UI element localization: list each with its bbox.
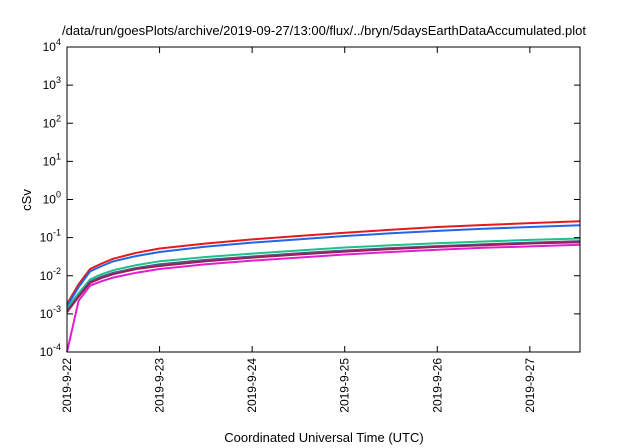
plot-frame xyxy=(66,46,581,353)
series-line-1 xyxy=(66,220,581,305)
y-tick-base: 10 xyxy=(43,193,57,207)
y-tick-exponent: 4 xyxy=(56,37,61,47)
x-tick-label: 2019-9-26 xyxy=(430,358,444,413)
y-tick-exponent: 3 xyxy=(56,75,61,85)
y-tick-base: 10 xyxy=(43,154,57,168)
series-layer xyxy=(66,220,581,353)
y-tick-label: 100 xyxy=(43,190,61,207)
y-tick-label: 10-3 xyxy=(40,304,61,321)
y-axis-label: cSv xyxy=(19,189,34,211)
y-tick-base: 10 xyxy=(43,116,57,130)
series-line-2 xyxy=(66,224,581,307)
y-tick-exponent: -4 xyxy=(53,342,61,352)
y-tick-label: 102 xyxy=(43,113,61,130)
ticks-layer: 10-410-310-210-11001011021031042019-9-22… xyxy=(40,37,580,413)
y-tick-label: 10-2 xyxy=(40,266,61,283)
y-tick-label: 103 xyxy=(43,75,61,92)
y-tick-label: 10-1 xyxy=(40,228,61,245)
x-tick-label: 2019-9-22 xyxy=(60,358,74,413)
y-tick-base: 10 xyxy=(40,307,54,321)
y-tick-exponent: 1 xyxy=(56,151,61,161)
y-tick-label: 101 xyxy=(43,151,61,168)
x-tick-label: 2019-9-23 xyxy=(153,358,167,413)
y-tick-base: 10 xyxy=(43,40,57,54)
y-tick-exponent: 2 xyxy=(56,113,61,123)
y-tick-exponent: -3 xyxy=(53,304,61,314)
y-tick-exponent: -1 xyxy=(53,228,61,238)
series-line-5 xyxy=(66,241,581,313)
y-tick-base: 10 xyxy=(40,269,54,283)
y-tick-label: 10-4 xyxy=(40,342,61,359)
x-tick-label: 2019-9-27 xyxy=(523,358,537,413)
y-tick-exponent: -2 xyxy=(53,266,61,276)
y-tick-base: 10 xyxy=(40,345,54,359)
chart-title: /data/run/goesPlots/archive/2019-09-27/1… xyxy=(62,23,586,38)
series-line-6 xyxy=(66,243,581,353)
x-tick-label: 2019-9-25 xyxy=(338,358,352,413)
x-tick-label: 2019-9-24 xyxy=(245,358,259,413)
y-tick-exponent: 0 xyxy=(56,190,61,200)
y-tick-base: 10 xyxy=(40,231,54,245)
y-tick-label: 104 xyxy=(43,37,61,54)
x-axis-label: Coordinated Universal Time (UTC) xyxy=(224,430,423,445)
series-line-3 xyxy=(66,237,581,309)
y-tick-base: 10 xyxy=(43,78,57,92)
